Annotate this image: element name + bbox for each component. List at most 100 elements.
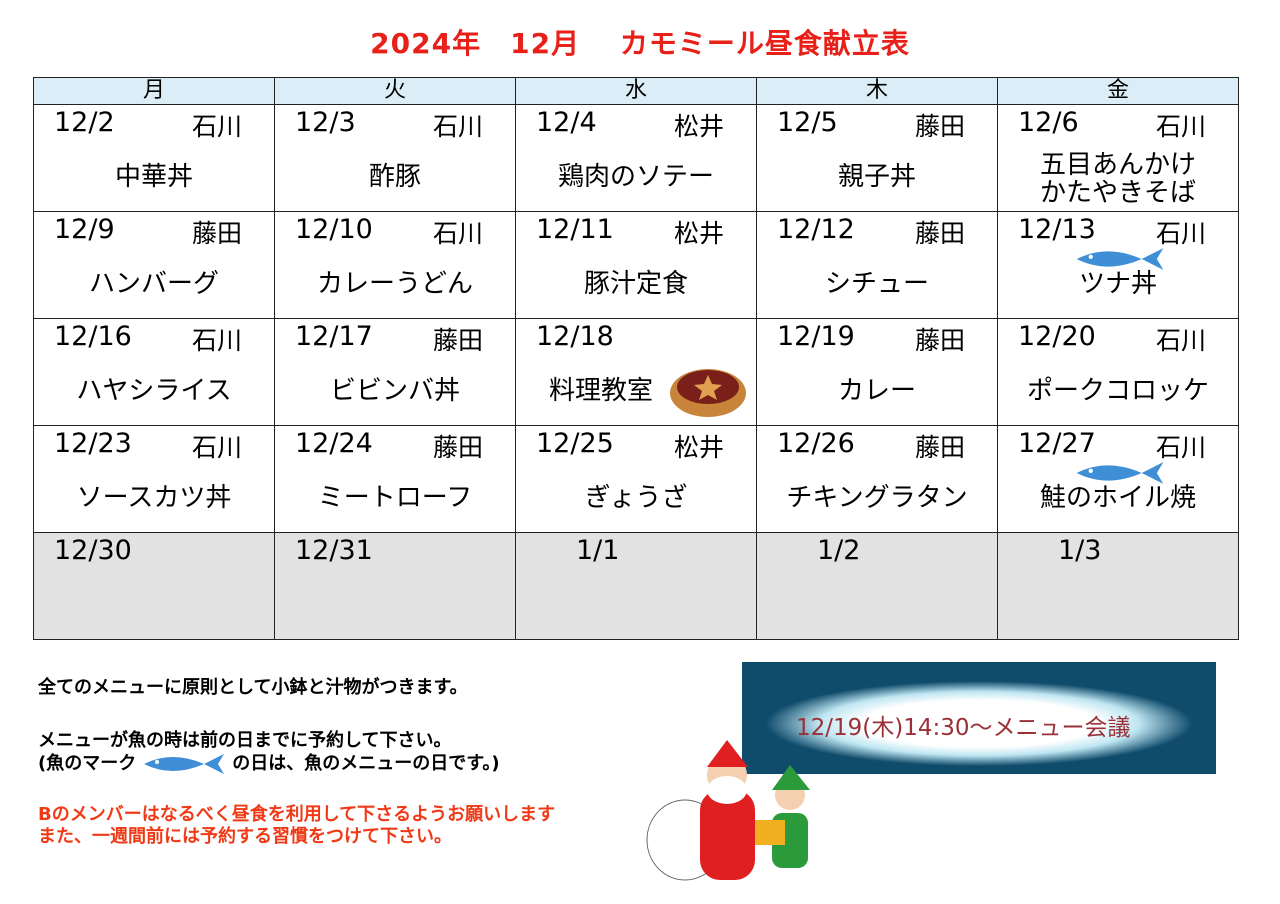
day-date: 12/9 — [54, 214, 115, 245]
day-cell: 1/2 — [756, 532, 998, 640]
week-row: 12/9 藤田 ハンバーグ 12/10 石川 カレーうどん 12/11 松井 豚汁定食 12/12… — [33, 211, 1239, 319]
cook-name: 松井 — [673, 433, 724, 462]
cook-name: 石川 — [191, 326, 242, 355]
day-date: 12/17 — [295, 321, 373, 352]
day-cell: 12/6 石川 五目あんかけ かたやきそば — [997, 104, 1239, 212]
day-cell: 12/16 石川 ハヤシライス — [33, 318, 275, 426]
day-cell: 12/12 藤田シチュー — [756, 211, 998, 319]
meeting-text: 12/19(木)14:30～メニュー会議 — [796, 715, 1131, 741]
weekday-header: 火 — [274, 77, 516, 105]
day-date: 1/1 — [576, 535, 620, 566]
day-cell: 1/1 — [515, 532, 757, 640]
note-request: Bのメンバーはなるべく昼食を利用して下さるようお願いします — [38, 804, 556, 825]
day-cell: 12/11 松井 豚汁定食 — [515, 211, 757, 319]
note-habit: また、一週間前には予約する習慣をつけて下さい。 — [38, 826, 452, 847]
day-date: 12/2 — [54, 107, 115, 138]
note-fish-mark: (魚のマーク の日は、魚のメニューの日です。) — [38, 752, 500, 776]
week-row: 12/23 石川 ソースカツ丼 12/24 藤田 ミートローフ 12/25 松井 ぎょうざ 12/… — [33, 425, 1239, 533]
day-date: 12/27 — [1018, 428, 1096, 459]
menu-calendar: 月火水木金 12/2 石川 中華丼 12/3 石川 酢豚 12/4 松井 鶏肉のソテー 12/5 藤田… — [33, 77, 1239, 640]
cook-name: 藤田 — [914, 112, 965, 141]
page-title: 2024年 12月 カモミール昼食献立表 — [370, 27, 910, 60]
week-row: 12/2 石川 中華丼 12/3 石川 酢豚 12/4 松井 鶏肉のソテー 12/5 藤田 親子丼 12… — [33, 104, 1239, 212]
menu-item: 中華丼 — [114, 162, 193, 192]
day-date: 12/4 — [536, 107, 597, 138]
day-date: 12/3 — [295, 107, 356, 138]
menu-item: ツナ丼 — [1078, 269, 1157, 299]
week-row: 12/16 石川 ハヤシライス 12/17 藤田 ビビンバ丼 12/18 料理教室 12/19 藤… — [33, 318, 1239, 426]
day-date: 1/3 — [1058, 535, 1102, 566]
weekday-header: 月 — [33, 77, 275, 105]
day-cell: 12/9 藤田ハンバーグ — [33, 211, 275, 319]
cook-name: 松井 — [673, 112, 724, 141]
fish-icon — [1072, 246, 1168, 276]
menu-item: 五目あんかけ かたやきそば — [1039, 150, 1196, 208]
day-cell: 12/19 藤田カレー — [756, 318, 998, 426]
cook-name: 藤田 — [191, 219, 242, 248]
day-date: 12/25 — [536, 428, 614, 459]
menu-item: 鶏肉のソテー — [557, 162, 714, 192]
cook-name: 藤田 — [914, 219, 965, 248]
cook-name: 石川 — [432, 219, 483, 248]
day-date: 12/13 — [1018, 214, 1096, 245]
day-date: 12/19 — [777, 321, 855, 352]
day-date: 12/12 — [777, 214, 855, 245]
fish-icon — [1072, 460, 1168, 490]
menu-item: 料理教室 — [548, 376, 653, 406]
day-cell: 12/31 — [274, 532, 516, 640]
cook-name: 藤田 — [432, 326, 483, 355]
menu-item: カレーうどん — [316, 269, 473, 299]
cook-name: 石川 — [1155, 433, 1206, 462]
menu-item: 豚汁定食 — [583, 269, 688, 299]
cook-name: 藤田 — [914, 326, 965, 355]
menu-item: ソースカツ丼 — [76, 483, 232, 513]
day-cell: 12/2 石川中華丼 — [33, 104, 275, 212]
day-cell: 12/20 石川 ポークコロッケ — [997, 318, 1239, 426]
menu-item: カレー — [837, 376, 916, 406]
day-date: 12/24 — [295, 428, 373, 459]
note-side-dishes: 全てのメニューに原則として小鉢と汁物がつきます。 — [38, 677, 468, 698]
day-cell: 12/18 料理教室 — [515, 318, 757, 426]
cook-name: 松井 — [673, 219, 724, 248]
menu-item: 親子丼 — [837, 162, 916, 192]
cook-name: 石川 — [1155, 219, 1206, 248]
day-date: 12/18 — [536, 321, 614, 352]
menu-item: ミートローフ — [317, 483, 473, 513]
week-row: 12/30 12/31 1/1 1/2 1/3 — [33, 532, 1239, 640]
weekday-header: 金 — [997, 77, 1239, 105]
santa-elf-illustration — [646, 740, 810, 881]
day-cell: 12/3 石川 酢豚 — [274, 104, 516, 212]
day-cell: 12/4 松井鶏肉のソテー — [515, 104, 757, 212]
day-cell: 12/5 藤田親子丼 — [756, 104, 998, 212]
menu-item: ハンバーグ — [88, 269, 219, 299]
day-date: 1/2 — [817, 535, 861, 566]
day-cell: 12/23 石川 ソースカツ丼 — [33, 425, 275, 533]
day-cell: 12/27 石川鮭のホイル焼 — [997, 425, 1239, 533]
tart-icon — [668, 359, 748, 423]
day-cell: 1/3 — [997, 532, 1239, 640]
note-fish-mark-b: の日は、魚のメニューの日です。) — [232, 753, 500, 774]
meeting-banner: 12/19(木)14:30～メニュー会議 — [742, 662, 1216, 774]
cook-name: 石川 — [1155, 112, 1206, 141]
cook-name: 藤田 — [432, 433, 483, 462]
day-cell: 12/13 石川ツナ丼 — [997, 211, 1239, 319]
weekday-header: 木 — [756, 77, 998, 105]
menu-item: シチュー — [824, 269, 929, 299]
weekday-header: 水 — [515, 77, 757, 105]
day-date: 12/10 — [295, 214, 373, 245]
menu-item: ポークコロッケ — [1026, 376, 1209, 406]
day-date: 12/26 — [777, 428, 855, 459]
fish-icon — [144, 754, 225, 774]
menu-item: 鮭のホイル焼 — [1039, 483, 1196, 513]
day-cell: 12/24 藤田ミートローフ — [274, 425, 516, 533]
menu-item: チキングラタン — [786, 483, 968, 513]
menu-item: 酢豚 — [368, 162, 421, 192]
day-cell: 12/10 石川カレーうどん — [274, 211, 516, 319]
cook-name: 藤田 — [914, 433, 965, 462]
day-cell: 12/25 松井 ぎょうざ — [515, 425, 757, 533]
day-date: 12/5 — [777, 107, 838, 138]
cook-name: 石川 — [191, 112, 242, 141]
cook-name: 石川 — [1155, 326, 1206, 355]
day-cell: 12/17 藤田 ビビンバ丼 — [274, 318, 516, 426]
day-cell: 12/26 藤田チキングラタン — [756, 425, 998, 533]
